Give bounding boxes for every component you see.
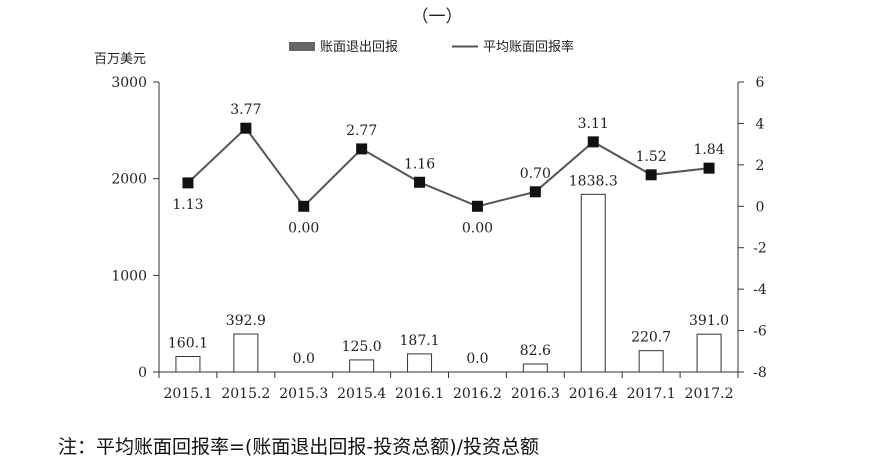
bar-value-label: 220.7 bbox=[631, 330, 671, 346]
right-tick-label: 2 bbox=[756, 158, 765, 174]
bar-value-labels: 160.1 392.9 0.0 125.0 187.1 0.0 82.6 1838.3 220.… bbox=[168, 173, 729, 367]
x-tick-label: 2015.1 bbox=[163, 386, 212, 402]
x-tick-label: 2016.2 bbox=[453, 386, 502, 402]
right-tick-label: -8 bbox=[753, 365, 767, 381]
line-marker bbox=[471, 200, 483, 212]
x-axis-ticks: 2015.1 2015.2 2015.3 2015.4 2016.1 2016.2 2016… bbox=[158, 372, 739, 402]
right-tick-label: 6 bbox=[756, 75, 765, 91]
line-series bbox=[182, 122, 715, 212]
right-tick-label: 4 bbox=[756, 116, 765, 132]
bar bbox=[638, 350, 664, 373]
chart-heading: （一） bbox=[412, 7, 463, 27]
line-value-label: 1.13 bbox=[172, 197, 203, 213]
x-tick-label: 2015.4 bbox=[337, 386, 386, 402]
bar-value-label: 1838.3 bbox=[569, 173, 618, 189]
line-marker bbox=[645, 169, 657, 181]
line-value-label: 0.70 bbox=[520, 166, 551, 182]
line-marker bbox=[414, 176, 426, 188]
x-tick-label: 2017.1 bbox=[627, 386, 676, 402]
bar-value-label: 392.9 bbox=[226, 313, 266, 329]
bar-series bbox=[175, 193, 722, 373]
x-tick-label: 2016.4 bbox=[569, 386, 618, 402]
bar bbox=[696, 333, 722, 373]
left-axis-ticks: 0 1000 2000 3000 bbox=[111, 75, 159, 381]
x-tick-label: 2017.2 bbox=[685, 386, 734, 402]
left-tick-label: 0 bbox=[138, 365, 147, 381]
line-marker bbox=[703, 162, 715, 174]
line-value-label: 3.11 bbox=[578, 116, 609, 132]
right-tick-label: -2 bbox=[753, 241, 767, 257]
left-tick-label: 1000 bbox=[111, 268, 147, 284]
line-marker bbox=[240, 122, 252, 134]
bar-value-label: 187.1 bbox=[400, 333, 440, 349]
bar-value-label: 0.0 bbox=[293, 351, 315, 367]
left-tick-label: 2000 bbox=[111, 172, 147, 188]
bar bbox=[522, 363, 548, 373]
x-tick-label: 2016.3 bbox=[511, 386, 560, 402]
bar-value-label: 82.6 bbox=[520, 343, 551, 359]
bar-value-label: 160.1 bbox=[168, 336, 208, 352]
line-value-label: 0.00 bbox=[462, 220, 493, 236]
legend-line-label: 平均账面回报率 bbox=[483, 39, 574, 55]
bar bbox=[407, 353, 433, 373]
bar bbox=[175, 356, 201, 373]
line-value-label: 1.84 bbox=[693, 142, 724, 158]
line-marker bbox=[587, 136, 599, 148]
right-axis-ticks: -8 -6 -4 -2 0 2 4 6 bbox=[738, 75, 767, 381]
line-value-label: 1.16 bbox=[404, 156, 435, 172]
line-marker bbox=[298, 200, 310, 212]
line-marker bbox=[356, 143, 368, 155]
right-tick-label: -6 bbox=[753, 324, 767, 340]
line-value-label: 3.77 bbox=[230, 102, 261, 118]
legend-bar-label: 账面退出回报 bbox=[320, 40, 398, 55]
line-value-label: 0.00 bbox=[288, 220, 319, 236]
legend-bar-swatch bbox=[289, 42, 315, 51]
footnote: 注：平均账面回报率=(账面退出回报-投资总额)/投资总额 bbox=[58, 436, 540, 458]
bar bbox=[580, 193, 606, 373]
legend: 账面退出回报 平均账面回报率 bbox=[289, 39, 574, 55]
left-axis-unit: 百万美元 bbox=[94, 52, 146, 67]
rate-line bbox=[187, 126, 710, 208]
bar-value-label: 0.0 bbox=[466, 351, 488, 367]
line-marker bbox=[182, 177, 194, 189]
line-value-label: 1.52 bbox=[636, 149, 667, 165]
x-tick-label: 2015.2 bbox=[221, 386, 270, 402]
line-value-labels: 1.13 3.77 0.00 2.77 1.16 0.00 0.70 3.11 1.52 1.84 bbox=[172, 102, 724, 236]
left-tick-label: 3000 bbox=[111, 75, 147, 91]
right-tick-label: 0 bbox=[756, 199, 765, 215]
bar bbox=[233, 333, 259, 373]
x-tick-label: 2015.3 bbox=[279, 386, 328, 402]
line-marker bbox=[529, 186, 541, 198]
line-value-label: 2.77 bbox=[346, 123, 377, 139]
bar-value-label: 391.0 bbox=[689, 313, 729, 329]
bar bbox=[349, 359, 375, 373]
bar-value-label: 125.0 bbox=[342, 339, 382, 355]
x-tick-label: 2016.1 bbox=[395, 386, 444, 402]
right-tick-label: -4 bbox=[753, 282, 767, 298]
